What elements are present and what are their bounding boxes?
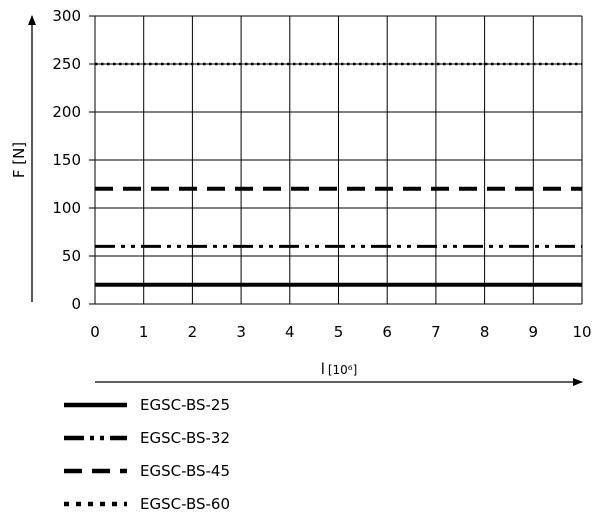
x-tick-label: 5	[334, 323, 344, 341]
legend-label-egsc-bs-45: EGSC-BS-45	[140, 462, 230, 480]
y-tick-label: 150	[52, 151, 81, 169]
x-axis-label: l [10⁶]	[321, 360, 358, 378]
grid	[89, 15, 583, 305]
series-lines	[95, 62, 582, 287]
x-axis-label-symbol: l	[321, 360, 325, 378]
x-tick-label: 10	[572, 323, 591, 341]
x-tick-label: 0	[90, 323, 100, 341]
y-tick-label: 50	[62, 247, 81, 265]
y-tick-label: 200	[52, 103, 81, 121]
y-tick-label: 100	[52, 199, 81, 217]
x-tick-label: 3	[236, 323, 246, 341]
x-tick-label: 9	[529, 323, 539, 341]
x-tick-label: 8	[480, 323, 490, 341]
legend-label-egsc-bs-60: EGSC-BS-60	[140, 495, 230, 513]
x-tick-label: 1	[139, 323, 149, 341]
x-tick-label: 2	[188, 323, 198, 341]
x-axis-label-unit: [10⁶]	[328, 363, 357, 377]
x-tick-label: 7	[431, 323, 441, 341]
x-tick-label: 4	[285, 323, 295, 341]
y-axis-label: F [N]	[10, 142, 28, 178]
x-tick-label: 6	[382, 323, 392, 341]
y-tick-label: 250	[52, 55, 81, 73]
y-tick-label: 300	[52, 7, 81, 25]
y-tick-label: 0	[71, 295, 81, 313]
legend-label-egsc-bs-32: EGSC-BS-32	[140, 429, 230, 447]
legend: EGSC-BS-25 EGSC-BS-32 EGSC-BS-45 EGSC-BS…	[64, 396, 230, 513]
legend-label-egsc-bs-25: EGSC-BS-25	[140, 396, 230, 414]
